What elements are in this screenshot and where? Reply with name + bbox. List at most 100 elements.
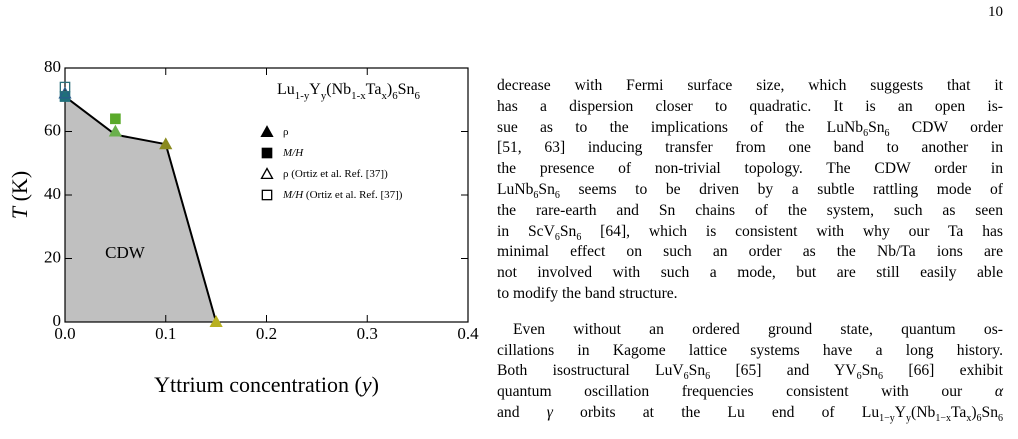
- text-run: sue as to the implications of the LuNb: [497, 118, 864, 136]
- text-run: Sn: [398, 81, 415, 98]
- phase-boundary: [64, 95, 218, 323]
- triangle-marker: [108, 124, 122, 137]
- square-marker: [110, 113, 121, 125]
- text-run: Ta: [950, 403, 967, 421]
- y-tick-label: 60: [44, 120, 61, 139]
- italic-run: y: [360, 372, 372, 397]
- subscript: 6: [554, 190, 560, 202]
- text-run: orbits at the Lu end of Lu: [552, 403, 880, 421]
- text-run: [64], which is consistent with why our T…: [581, 222, 1003, 240]
- subscript: 6: [533, 190, 539, 202]
- y-axis-label: T (K): [7, 171, 32, 219]
- text-run: [65] and YV: [710, 362, 857, 380]
- text-run: Sn: [861, 362, 879, 380]
- text-line: Even without an ordered ground state, qu…: [497, 320, 1003, 341]
- subscript: 6: [976, 413, 982, 425]
- text-run: Y: [309, 81, 321, 98]
- x-tick-label: 0.2: [256, 324, 277, 343]
- text-run: Ta: [366, 81, 382, 98]
- text-run: minimal effect on such an order as the N…: [497, 243, 1003, 261]
- triangle-marker: [209, 315, 223, 328]
- italic-run: T: [7, 205, 32, 219]
- y-tick-label: 40: [44, 184, 61, 203]
- text-line: in ScV6Sn6 [64], which is consistent wit…: [497, 222, 1003, 243]
- text-run: Sn: [981, 403, 998, 421]
- subscript: 6: [554, 231, 560, 243]
- subscript: 6: [415, 90, 421, 102]
- legend-label: ρ: [283, 126, 289, 138]
- text-run: decrease with Fermi surface size, which …: [497, 77, 1003, 94]
- paragraph: decrease with Fermi surface size, which …: [497, 76, 1003, 305]
- text-run: the presence of non-trivial topology. Th…: [497, 160, 1003, 178]
- text-run: Lu: [277, 81, 295, 98]
- legend-label: M/H: [282, 147, 304, 159]
- legend-marker: [261, 147, 273, 159]
- text-run: (Ortiz et al. Ref. [37]): [303, 189, 403, 201]
- italic-run: M/H: [282, 189, 304, 201]
- subscript: 1−y: [879, 413, 895, 425]
- chart-title: Lu1-yYy(Nb1-xTax)6Sn6: [277, 81, 421, 102]
- chart: 0.0 0.1 0.2 0.3 0.4 0 20 40 60 80 Yttrium concentr…: [7, 57, 479, 397]
- text-run: ): [387, 81, 392, 98]
- text-run: Sn: [538, 180, 555, 198]
- y-tick-label: 80: [44, 57, 61, 76]
- text-run: ): [971, 403, 977, 421]
- text-line: and γ orbits at the Lu end of Lu1−yYy(Nb…: [497, 403, 1003, 424]
- text-line: the presence of non-trivial topology. Th…: [497, 159, 1003, 180]
- text-run: to modify the band structure.: [497, 284, 678, 302]
- subscript: 1-y: [295, 90, 310, 102]
- page-number: 10: [988, 4, 1003, 20]
- text-line: the rare-earth and Sn chains of the syst…: [497, 201, 1003, 222]
- annotation: CDW: [105, 243, 146, 262]
- italic-run: γ: [546, 403, 553, 421]
- text-run: LuNb: [497, 180, 534, 198]
- text-run: quantum oscillation frequencies consiste…: [497, 383, 995, 401]
- text-line: sue as to the implications of the LuNb6S…: [497, 118, 1003, 139]
- text-run: and: [497, 403, 547, 421]
- subscript: 6: [884, 127, 890, 139]
- square-marker: [59, 81, 71, 93]
- text-run: Sn: [559, 222, 577, 240]
- subscript: y: [906, 413, 912, 425]
- x-tick-label: 0.3: [357, 324, 378, 343]
- text-run: CDW order: [889, 118, 1003, 136]
- text-column: decrease with Fermi surface size, which …: [497, 76, 1003, 439]
- italic-run: M/H: [282, 147, 304, 159]
- subscript: 6: [392, 90, 398, 102]
- legend-marker: [260, 167, 274, 180]
- text-run: (Nb: [326, 81, 351, 98]
- italic-run: α: [994, 383, 1003, 401]
- y-tick-label: 20: [44, 247, 61, 266]
- x-tick-label: 0.0: [54, 324, 75, 343]
- subscript: 6: [705, 371, 711, 383]
- y-tick-label: 0: [53, 311, 62, 330]
- text-run: seems to be driven by a subtle rattling …: [559, 180, 1003, 198]
- subscript: 6: [863, 127, 869, 139]
- legend-label: M/H (Ortiz et al. Ref. [37]): [282, 189, 403, 201]
- legend-marker: [261, 189, 273, 201]
- text-line: [51, 63] inducing transfer from one band…: [497, 138, 1003, 159]
- subscript: 6: [683, 371, 689, 383]
- subscript: 6: [576, 231, 582, 243]
- text-line: Both isostructural LuV6Sn6 [65] and YV6S…: [497, 361, 1003, 382]
- text-run: Even without an ordered ground state, qu…: [513, 320, 1003, 338]
- text-run: cillations in Kagome lattice systems hav…: [497, 341, 1003, 359]
- subscript: y: [321, 90, 327, 102]
- text-line: decrease with Fermi surface size, which …: [497, 76, 1003, 97]
- text-run: Both isostructural LuV: [497, 362, 684, 380]
- text-run: Yttrium concentration (: [154, 372, 362, 397]
- subscript: 1−x: [935, 413, 951, 425]
- text-run: Sn: [688, 362, 706, 380]
- text-run: ): [372, 372, 379, 397]
- subscript: 1-x: [351, 90, 366, 102]
- triangle-marker: [159, 137, 173, 150]
- subscript: 6: [878, 371, 884, 383]
- text-line: quantum oscillation frequencies consiste…: [497, 382, 1003, 403]
- x-tick-label: 0.4: [457, 324, 479, 343]
- text-run: has a dispersion closer to quadratic. It…: [497, 97, 1003, 115]
- text-run: not involved with such a mode, but are s…: [497, 264, 1003, 282]
- text-line: LuNb6Sn6 seems to be driven by a subtle …: [497, 180, 1003, 201]
- phase-area: [65, 96, 217, 322]
- triangle-marker: [58, 86, 72, 99]
- subscript: 6: [998, 413, 1003, 425]
